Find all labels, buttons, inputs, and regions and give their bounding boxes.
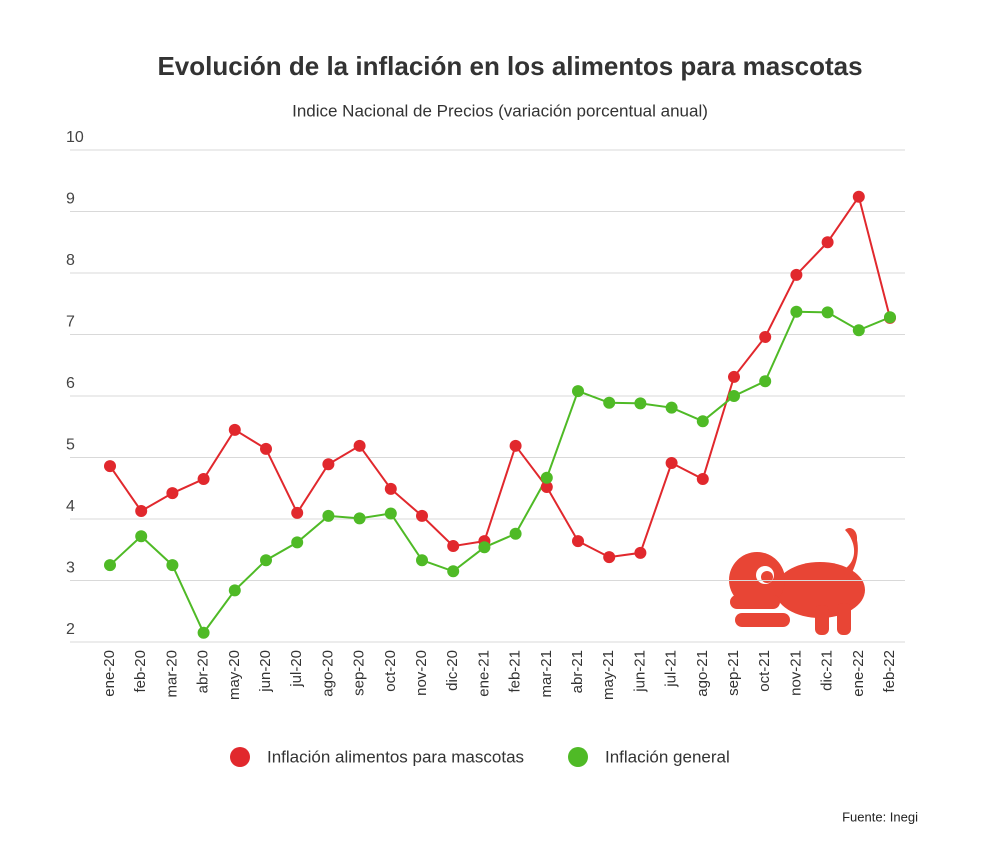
data-point <box>540 471 553 484</box>
data-point <box>447 540 460 553</box>
x-tick-label: ene-22 <box>850 650 867 697</box>
data-point <box>353 512 366 525</box>
x-tick-label: nov-20 <box>413 650 430 696</box>
x-tick-label: sep-21 <box>725 650 742 696</box>
y-tick-label: 5 <box>66 437 75 454</box>
data-point <box>135 505 148 518</box>
y-tick-label: 10 <box>66 129 84 146</box>
data-point <box>104 460 116 473</box>
data-point <box>384 507 397 520</box>
x-tick-label: may-20 <box>226 650 243 700</box>
x-tick-label: abr-21 <box>569 650 586 693</box>
y-tick-label: 4 <box>66 498 75 515</box>
data-point <box>572 535 584 548</box>
x-tick-label: ene-20 <box>101 650 118 697</box>
x-tick-label: abr-20 <box>195 650 212 693</box>
data-point <box>228 584 241 597</box>
y-tick-label: 9 <box>66 191 75 208</box>
x-tick-label: mar-21 <box>538 650 555 698</box>
x-tick-label: feb-20 <box>132 650 149 693</box>
data-point <box>696 473 709 486</box>
x-tick-label: jun-20 <box>257 650 274 693</box>
data-point <box>634 546 647 559</box>
data-point <box>291 506 304 519</box>
y-tick-label: 7 <box>66 314 75 331</box>
data-point <box>416 509 428 522</box>
data-point <box>260 554 272 567</box>
x-tick-label: nov-21 <box>787 650 804 696</box>
data-point <box>790 305 803 318</box>
data-point <box>852 324 865 337</box>
data-point <box>228 423 241 436</box>
dog-icon <box>729 528 865 635</box>
x-tick-label: dic-20 <box>444 650 461 691</box>
data-point <box>291 536 304 549</box>
data-point <box>197 626 210 639</box>
data-point <box>759 330 772 343</box>
data-point <box>540 481 553 494</box>
y-tick-label: 3 <box>66 560 75 577</box>
x-tick-label: sep-20 <box>351 650 368 696</box>
source: Fuente: Inegi <box>842 809 918 824</box>
x-tick-label: feb-21 <box>507 650 524 693</box>
x-tick-label: oct-20 <box>382 650 399 692</box>
x-tick-label: jul-20 <box>288 650 305 688</box>
data-point <box>634 397 647 410</box>
chart-title: Evolución de la inflación en los aliment… <box>157 51 862 81</box>
data-point <box>322 458 335 471</box>
data-point <box>197 473 210 486</box>
x-tick-label: oct-21 <box>756 650 773 692</box>
data-point <box>384 482 397 495</box>
data-point <box>603 551 616 564</box>
data-point <box>353 439 366 452</box>
x-tick-label: ago-21 <box>694 650 711 697</box>
data-point <box>509 527 522 540</box>
x-tick-label: mar-20 <box>163 650 180 698</box>
series-line <box>109 194 891 559</box>
data-point <box>416 554 428 567</box>
chart-subtitle: Indice Nacional de Precios (variación po… <box>292 101 708 120</box>
data-point <box>665 457 678 470</box>
y-tick-label: 6 <box>66 375 75 392</box>
data-point <box>759 375 772 388</box>
data-point <box>260 442 272 455</box>
data-point <box>166 559 179 572</box>
x-tick-label: ene-21 <box>475 650 492 697</box>
data-point <box>821 306 834 319</box>
x-tick-label: may-21 <box>600 650 617 700</box>
data-point <box>603 396 616 409</box>
x-tick-label: jun-21 <box>631 650 648 693</box>
x-tick-label: dic-21 <box>819 650 836 691</box>
data-point <box>478 541 491 554</box>
data-point <box>728 390 740 402</box>
data-point <box>728 370 740 383</box>
data-point <box>104 559 116 572</box>
data-point <box>135 530 148 543</box>
legend-label: Inflación alimentos para mascotas <box>267 747 524 766</box>
legend-marker <box>230 747 250 767</box>
data-point <box>322 509 335 522</box>
x-tick-label: ago-20 <box>319 650 336 697</box>
data-point <box>790 268 803 281</box>
x-tick-label: feb-22 <box>881 650 898 693</box>
y-tick-label: 2 <box>66 621 75 638</box>
data-point <box>665 401 678 414</box>
legend-marker <box>568 747 588 767</box>
data-point <box>852 190 865 203</box>
y-tick-label: 8 <box>66 252 75 269</box>
data-point <box>166 487 179 500</box>
data-point <box>696 415 709 428</box>
legend-label: Inflación general <box>605 747 730 766</box>
data-point <box>821 236 834 249</box>
data-point <box>884 311 896 324</box>
x-tick-label: jul-21 <box>663 650 680 688</box>
data-point <box>509 439 522 452</box>
data-point <box>447 565 460 578</box>
data-point <box>572 385 584 398</box>
